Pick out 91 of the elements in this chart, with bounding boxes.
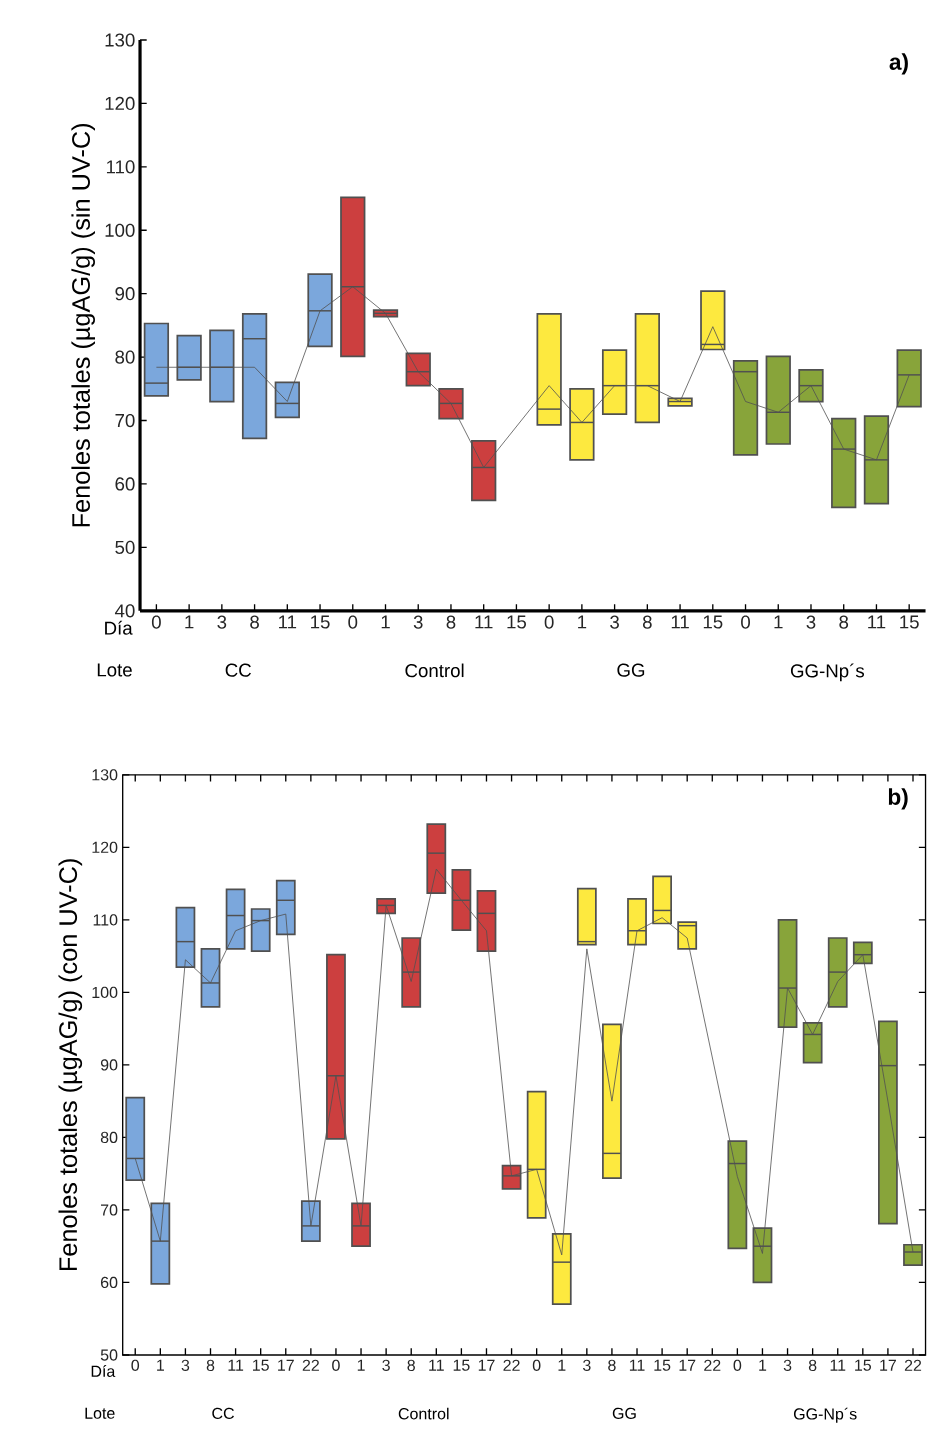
x-tick-label: 15 — [310, 615, 330, 629]
x-tick-label: 0 — [740, 615, 750, 629]
text: GG — [617, 663, 645, 677]
x-tick-label: 22 — [704, 1359, 721, 1371]
text: GG — [612, 1407, 636, 1420]
x-tick-label: 0 — [151, 615, 161, 629]
y-tick-label: 120 — [92, 841, 118, 854]
x-tick-label: 3 — [217, 615, 227, 629]
x-tick-label: 15 — [453, 1359, 470, 1371]
x-tick-label: 3 — [181, 1359, 190, 1371]
x-tick-label: 1 — [774, 615, 783, 629]
text: Día — [91, 1365, 116, 1377]
y-tick-label: 70 — [100, 1204, 118, 1216]
x-tick-label: 1 — [558, 1359, 566, 1371]
y-tick-label: 120 — [105, 96, 135, 111]
x-tick-label: 11 — [475, 615, 493, 629]
x-tick-label: 17 — [880, 1359, 896, 1371]
annotation: b) — [888, 788, 908, 810]
y-tick-label: 130 — [105, 33, 135, 47]
x-tick-label: 0 — [131, 1359, 139, 1371]
x-tick-label: 3 — [610, 615, 619, 629]
text: Control — [405, 663, 464, 678]
x-tick-label: 3 — [783, 1359, 792, 1371]
y-tick-label: 130 — [92, 769, 118, 781]
x-tick-label: 3 — [413, 615, 423, 629]
x-tick-label: 8 — [808, 1359, 817, 1371]
x-tick-label: 17 — [277, 1359, 294, 1371]
x-tick-label: 0 — [348, 615, 358, 629]
text: CC — [212, 1407, 234, 1420]
x-tick-label: 1 — [185, 615, 194, 629]
x-tick-label: 11 — [629, 1359, 645, 1371]
y-tick-label: 80 — [115, 350, 135, 364]
x-tick-label: 3 — [582, 1359, 591, 1371]
x-tick-label: 22 — [302, 1359, 319, 1371]
x-tick-label: 11 — [830, 1359, 846, 1371]
y-tick-label: 90 — [115, 287, 135, 301]
y-tick-label: 50 — [100, 1349, 118, 1361]
text: GG-Np´s — [793, 1407, 857, 1423]
text: CC — [225, 663, 251, 677]
text: Control — [398, 1407, 449, 1420]
x-tick-label: 17 — [679, 1359, 696, 1371]
x-tick-label: 11 — [671, 615, 689, 629]
x-tick-label: 1 — [578, 615, 587, 629]
x-tick-label: 8 — [407, 1359, 415, 1371]
x-tick-label: 15 — [855, 1359, 871, 1371]
y-tick-label: 110 — [93, 914, 118, 926]
x-tick-label: 0 — [733, 1359, 742, 1371]
x-tick-label: 15 — [654, 1359, 671, 1371]
text: Lote — [85, 1407, 115, 1419]
x-tick-label: 8 — [839, 615, 849, 629]
x-tick-label: 11 — [429, 1359, 444, 1371]
y-tick-label: 80 — [100, 1131, 118, 1144]
x-tick-label: 15 — [703, 615, 723, 629]
x-tick-label: 1 — [157, 1359, 164, 1371]
x-tick-label: 3 — [382, 1359, 390, 1371]
x-tick-label: 8 — [446, 615, 456, 629]
x-tick-label: 3 — [806, 615, 816, 629]
y-tick-label: 40 — [114, 604, 135, 618]
x-tick-label: 8 — [642, 615, 652, 629]
x-tick-label: 17 — [478, 1359, 495, 1371]
y-tick-label: 100 — [105, 223, 135, 237]
x-tick-label: 15 — [252, 1359, 269, 1371]
y-tick-label: 90 — [100, 1059, 118, 1071]
x-tick-label: 15 — [507, 615, 526, 629]
y-tick-label: 110 — [106, 160, 135, 174]
y-axis-title: Fenoles totales (µgAG/g) (con UV-C) — [58, 859, 83, 1271]
x-tick-label: 15 — [900, 615, 919, 629]
x-tick-label: 8 — [250, 615, 259, 629]
x-tick-label: 0 — [332, 1359, 340, 1371]
y-tick-label: 70 — [115, 413, 135, 428]
x-tick-label: 1 — [759, 1359, 767, 1371]
x-tick-label: 8 — [206, 1359, 215, 1371]
y-tick-label: 60 — [100, 1276, 118, 1289]
y-tick-label: 100 — [92, 986, 118, 999]
text: Día — [105, 620, 133, 635]
y-tick-label: 60 — [115, 477, 135, 491]
text: Lote — [97, 663, 132, 677]
x-tick-label: 11 — [868, 615, 886, 629]
y-tick-label: 50 — [115, 540, 135, 554]
x-tick-label: 0 — [544, 615, 554, 629]
x-tick-label: 8 — [608, 1359, 616, 1371]
x-tick-label: 22 — [503, 1359, 520, 1371]
x-tick-label: 0 — [532, 1359, 541, 1371]
x-tick-label: 1 — [381, 615, 390, 629]
x-tick-label: 22 — [904, 1359, 921, 1371]
x-tick-label: 1 — [357, 1359, 365, 1371]
x-tick-label: 11 — [228, 1359, 244, 1371]
text: GG-Np´s — [790, 663, 864, 682]
y-axis-title: Fenoles totales (µgAG/g) (sin UV-C) — [71, 123, 95, 527]
annotation: a) — [889, 53, 908, 75]
x-tick-label: 11 — [278, 615, 296, 629]
